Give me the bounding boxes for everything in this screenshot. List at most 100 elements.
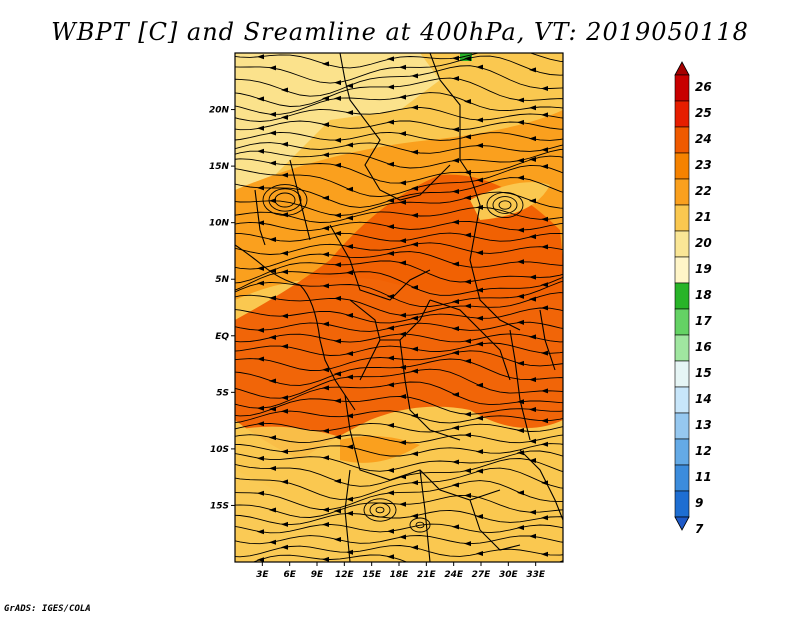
streamline-arrow [399, 199, 406, 205]
streamline-arrow [541, 147, 548, 153]
streamline-arrow [346, 215, 353, 221]
streamline-arrow [517, 360, 524, 366]
lon-tick-label: 3E [256, 570, 269, 580]
colorbar-label: 23 [695, 158, 712, 172]
colorbar-label: 7 [695, 522, 704, 536]
streamline-arrow [257, 54, 264, 60]
colorbar-label: 15 [695, 366, 712, 380]
colorbar-label: 20 [695, 236, 712, 250]
streamline-arrow [269, 507, 276, 513]
streamline-arrow [322, 195, 329, 201]
streamline-arrow [257, 280, 264, 286]
streamline-arrow [464, 432, 471, 438]
streamline-arrow [322, 385, 329, 391]
streamline-swirl [492, 196, 518, 214]
streamline-arrow [269, 198, 276, 204]
streamline-arrow [346, 244, 353, 250]
streamline-arrow [322, 95, 329, 101]
streamline-arrow [281, 269, 288, 275]
streamline-arrow [269, 65, 276, 71]
streamline-arrow [257, 490, 264, 496]
streamline-arrow [411, 241, 418, 247]
footer-credit: GrADS: IGES/COLA [4, 604, 91, 614]
streamline-arrow [411, 480, 418, 486]
streamline [235, 480, 563, 510]
lon-tick-label: 12E [335, 570, 355, 580]
streamline-swirl [274, 192, 296, 208]
streamline-arrow [346, 496, 353, 502]
streamline-swirl [409, 517, 431, 533]
streamline-arrow [476, 287, 483, 293]
streamline-swirl [375, 506, 385, 514]
lat-tick-label: 5S [216, 388, 229, 398]
lat-tick-label: EQ [215, 332, 229, 342]
streamline-arrow [322, 556, 329, 562]
colorbar-segment [674, 334, 690, 362]
streamline-arrow [476, 468, 483, 474]
streamline-swirl [262, 184, 308, 216]
streamline-arrow [257, 455, 264, 461]
streamline-arrow [399, 94, 406, 100]
streamline-arrow [411, 285, 418, 291]
streamline-arrow [257, 96, 264, 102]
streamline-arrow [452, 55, 459, 61]
lon-tick-label: 30E [499, 570, 519, 580]
streamline-arrow [399, 64, 406, 70]
lon-axis: 3E 6E 9E 12E 15E 18E 21E 24E 27E 30E 33E [256, 562, 546, 580]
streamline [235, 260, 563, 284]
streamline-arrow [399, 439, 406, 445]
streamline-arrow [387, 119, 394, 125]
streamline-arrow [334, 295, 341, 301]
streamline-arrow [517, 427, 524, 433]
streamline [235, 148, 563, 169]
streamline-arrow [322, 507, 329, 513]
streamline-arrow [452, 219, 459, 225]
streamline-arrow [452, 350, 459, 356]
streamline-arrow [464, 134, 471, 140]
lon-tick-label: 18E [390, 570, 410, 580]
lat-tick-label: 10N [209, 219, 230, 229]
streamline-arrow [281, 212, 288, 218]
lat-tick-label: 15S [210, 501, 229, 511]
streamline [235, 77, 563, 107]
streamline-arrow [387, 382, 394, 388]
streamline-arrow [257, 327, 264, 333]
streamline-arrow [476, 551, 483, 557]
streamline-arrow [387, 422, 394, 428]
streamline-arrow [541, 244, 548, 250]
colorbar-bottom-arrow [674, 516, 690, 531]
streamline-arrow [334, 478, 341, 484]
streamline-arrow [464, 541, 471, 547]
streamline-arrow [541, 515, 548, 521]
streamline-arrow [411, 105, 418, 111]
lon-tick-label: 21E [417, 570, 437, 580]
streamline-arrow [399, 312, 406, 318]
colorbar-segment [674, 74, 690, 102]
streamline-arrow [387, 528, 394, 534]
streamline-arrow [269, 160, 276, 166]
streamline [235, 458, 563, 487]
streamline-arrow [387, 325, 394, 331]
streamline-arrow [411, 451, 418, 457]
streamline-arrow [322, 521, 329, 527]
streamline-arrow [322, 225, 329, 231]
streamline-arrow [529, 234, 536, 240]
wbpt-field-20-patch [470, 182, 550, 220]
streamline-arrow [334, 338, 341, 344]
streamline-arrow [269, 268, 276, 274]
lon-tick-label: 24E [444, 570, 464, 580]
streamline-arrow [476, 250, 483, 256]
streamline-arrow [541, 85, 548, 91]
streamline-arrow [529, 457, 536, 463]
streamline-swirl [486, 191, 524, 219]
streamline-arrow [281, 521, 288, 527]
lat-tick-label: 20N [209, 106, 230, 116]
colorbar-label: 9 [695, 496, 703, 510]
streamline-arrow [269, 378, 276, 384]
streamline-arrow [529, 198, 536, 204]
streamline-arrow [322, 152, 329, 158]
streamline-arrow [541, 112, 548, 118]
colorbar-label: 13 [695, 418, 712, 432]
country-boundaries [235, 53, 563, 562]
